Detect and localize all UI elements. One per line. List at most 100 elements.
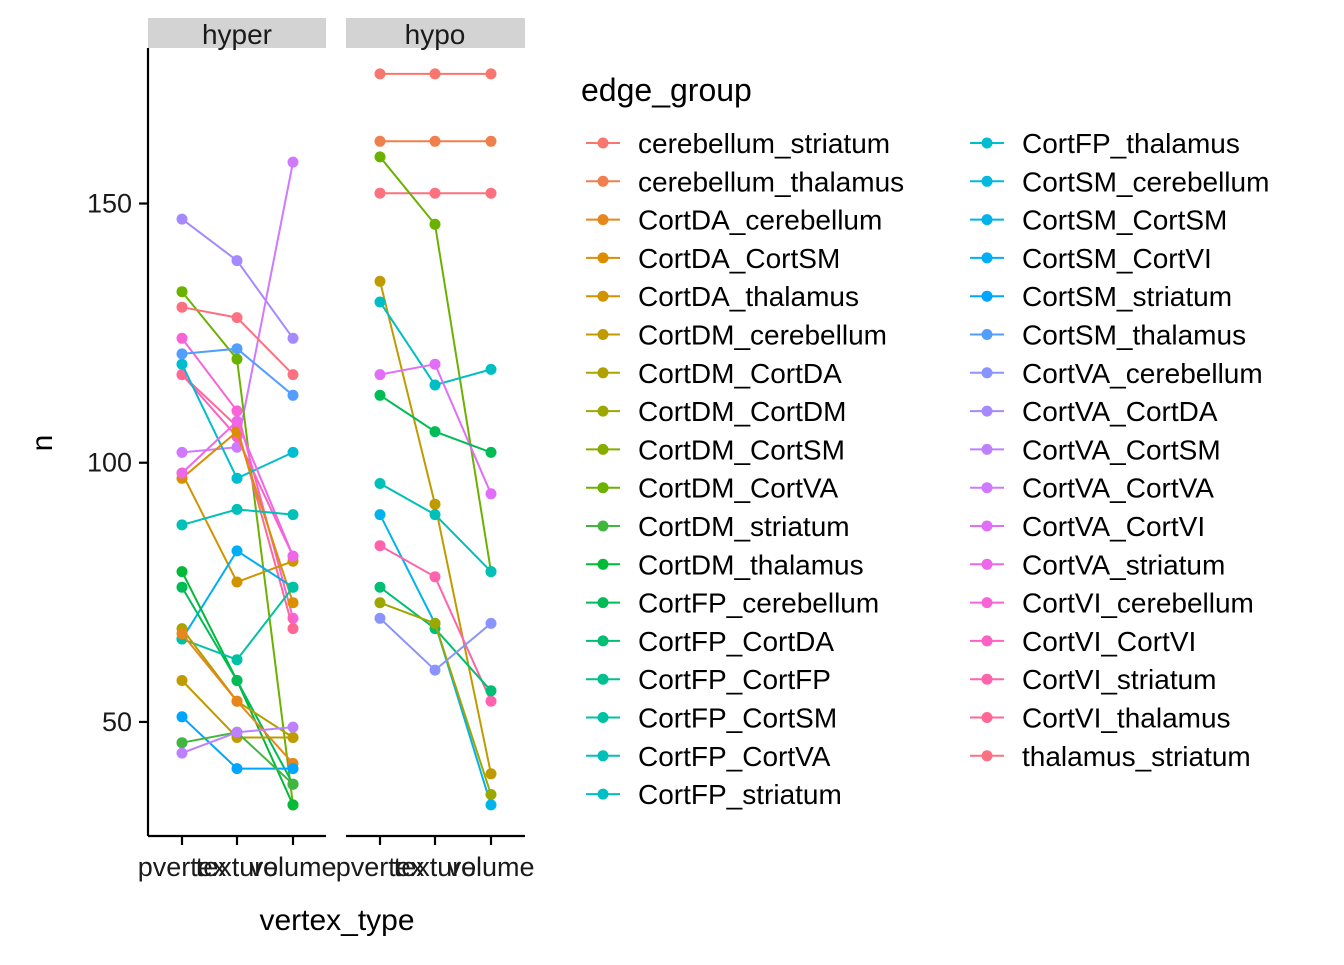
- point-hypo-cortfp-cortva-texture: [429, 509, 441, 521]
- legend-item-cortva-cortsm: CortVA_CortSM: [970, 434, 1221, 465]
- point-hypo-cortdm-cortdm-texture: [429, 617, 441, 629]
- series-hypo-cortvi-striatum: [374, 540, 497, 707]
- legend-key-point: [981, 175, 993, 187]
- facet-strip-hypo: [346, 18, 525, 48]
- y-tick-label-100: 100: [87, 448, 132, 478]
- x-tick-label-hyper-pvertex: pvertex: [138, 852, 227, 882]
- legend-key-point: [597, 290, 609, 302]
- legend-item-cortva-striatum: CortVA_striatum: [970, 549, 1225, 580]
- point-hyper-cortsm-striatum-texture: [231, 763, 243, 775]
- point-hypo-cortva-cortvi-pvertex: [374, 369, 386, 381]
- legend-key-point: [981, 367, 993, 379]
- series-hypo-thalamus-striatum: [374, 187, 497, 199]
- point-hypo-cerebellum-striatum-pvertex: [374, 68, 386, 80]
- legend-key-point: [597, 175, 609, 187]
- legend-key-point: [981, 750, 993, 762]
- legend-label: CortFP_cerebellum: [638, 588, 879, 619]
- legend-label: CortVA_cerebellum: [1022, 358, 1263, 389]
- point-hyper-cortdm-cortva-pvertex: [176, 286, 188, 298]
- point-hyper-cortfp-cortva-texture: [231, 503, 243, 515]
- legend-key-point: [597, 712, 609, 723]
- legend-item-cortsm-cortsm: CortSM_CortSM: [970, 205, 1227, 236]
- legend-key-point: [597, 597, 609, 609]
- point-hyper-cortda-cortsm-volume: [287, 597, 299, 609]
- legend-key-point: [597, 252, 609, 264]
- legend-key-point: [597, 329, 609, 340]
- legend-key-point: [981, 290, 993, 302]
- legend-item-cortvi-cerebellum: CortVI_cerebellum: [970, 588, 1254, 619]
- point-hyper-cortdm-thalamus-volume: [287, 799, 299, 811]
- legend-item-cortfp-cortda: CortFP_CortDA: [586, 626, 834, 657]
- point-hyper-cortva-cortva-volume: [287, 156, 299, 168]
- legend-key-point: [981, 405, 993, 417]
- point-hypo-cortdm-cortva-texture: [429, 218, 441, 230]
- y-axis: 50 100 150: [87, 48, 150, 836]
- series-hypo-cortva-cortvi: [374, 358, 497, 500]
- legend-label: CortSM_striatum: [1022, 281, 1232, 312]
- point-hypo-cortva-cerebellum-volume: [485, 617, 497, 629]
- legend-key-point: [981, 558, 993, 570]
- y-axis-title: n: [26, 435, 59, 452]
- point-hyper-cortfp-cerebellum-pvertex: [176, 581, 188, 593]
- legend-label: CortVI_cerebellum: [1022, 588, 1254, 619]
- point-hyper-cortva-cortsm-texture: [231, 726, 243, 738]
- point-hyper-cortva-striatum-pvertex: [176, 467, 188, 479]
- x-tick-label-hypo-pvertex: pvertex: [336, 852, 425, 882]
- legend-key-point: [981, 137, 993, 149]
- point-hyper-cortda-cerebellum-pvertex: [176, 628, 188, 640]
- point-hypo-cortva-cerebellum-pvertex: [374, 612, 386, 624]
- series-hyper-cortva-striatum: [176, 415, 299, 562]
- legend-label: CortSM_CortVI: [1022, 243, 1212, 274]
- point-hyper-cortvi-cerebellum-pvertex: [176, 332, 188, 344]
- point-hypo-cortfp-cerebellum-texture: [429, 426, 441, 438]
- point-hypo-cortsm-cortsm-volume: [485, 799, 497, 811]
- legend-title: edge_group: [581, 72, 752, 108]
- legend-key-point: [981, 214, 993, 226]
- point-hyper-cortva-cortda-volume: [287, 332, 299, 344]
- legend-key-point: [597, 443, 609, 455]
- legend-item-cortvi-cortvi: CortVI_CortVI: [970, 626, 1196, 657]
- legend-label: CortVA_CortVA: [1022, 473, 1214, 504]
- legend-item-cortda-cerebellum: CortDA_cerebellum: [586, 205, 882, 236]
- y-tick-label-150: 150: [87, 189, 132, 219]
- point-hyper-thalamus-striatum-volume: [287, 369, 299, 381]
- point-hyper-cortdm-cerebellum-pvertex: [176, 675, 188, 686]
- point-hypo-cerebellum-thalamus-pvertex: [374, 135, 386, 147]
- legend-item-cortfp-cerebellum: CortFP_cerebellum: [586, 588, 879, 619]
- x-tick-label-hypo-texture: texture: [394, 852, 477, 882]
- point-hyper-cortfp-thalamus-pvertex: [176, 358, 188, 370]
- legend-label: CortVI_thalamus: [1022, 703, 1231, 734]
- legend-label: CortDM_CortVA: [638, 473, 839, 504]
- facet-label-hypo: hypo: [405, 19, 466, 50]
- legend-label: cerebellum_striatum: [638, 128, 890, 159]
- legend-label: CortDA_CortSM: [638, 243, 840, 274]
- legend-key-point: [597, 405, 609, 417]
- series-hypo-cortva-cerebellum: [374, 612, 497, 676]
- legend-key-point: [597, 635, 609, 647]
- legend-label: CortDM_striatum: [638, 511, 850, 542]
- legend-label: CortFP_CortSM: [638, 703, 837, 734]
- point-hyper-cortsm-thalamus-volume: [287, 389, 299, 401]
- x-tick-label-hyper-volume: volume: [249, 852, 336, 882]
- point-hypo-cerebellum-striatum-texture: [429, 68, 441, 80]
- legend-item-cortdm-cortsm: CortDM_CortSM: [586, 434, 845, 465]
- legend-label: CortDM_cerebellum: [638, 320, 887, 351]
- legend-label: CortDM_thalamus: [638, 549, 864, 580]
- legend-item-cortva-cerebellum: CortVA_cerebellum: [970, 358, 1263, 389]
- x-tick-label-hypo-volume: volume: [447, 852, 534, 882]
- point-hypo-cortva-cerebellum-texture: [429, 664, 441, 676]
- point-hyper-cortva-cortva-pvertex: [176, 446, 188, 458]
- legend-item-cortda-thalamus: CortDA_thalamus: [586, 281, 859, 312]
- point-hyper-cortva-striatum-texture: [231, 415, 243, 427]
- legend-label: cerebellum_thalamus: [638, 166, 904, 197]
- legend-label: CortDM_CortDA: [638, 358, 842, 389]
- legend-item-thalamus-striatum: thalamus_striatum: [970, 741, 1251, 772]
- point-hypo-thalamus-striatum-volume: [485, 187, 497, 199]
- legend-label: CortFP_thalamus: [1022, 128, 1240, 159]
- point-hypo-cortdm-cerebellum-pvertex: [374, 275, 386, 287]
- legend-label: CortSM_thalamus: [1022, 320, 1246, 351]
- legend-label: thalamus_striatum: [1022, 741, 1251, 772]
- series-hyper-cortva-cortsm: [176, 721, 299, 759]
